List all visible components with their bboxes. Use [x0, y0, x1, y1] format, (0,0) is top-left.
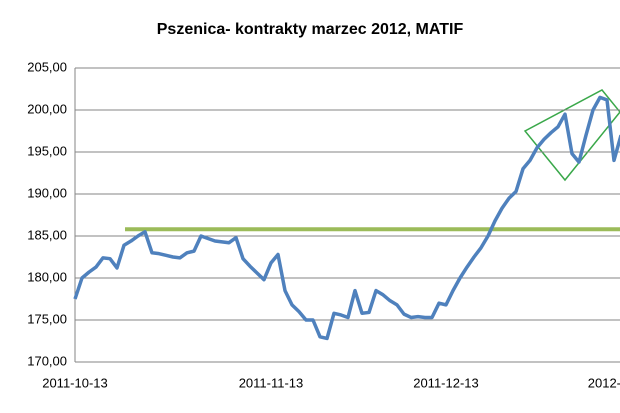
- x-tick-label: 2011-11-13: [239, 375, 304, 390]
- data-line: [73, 95, 620, 341]
- y-tick-label: 205,00: [27, 59, 67, 74]
- y-tick-label: 175,00: [27, 311, 67, 326]
- y-tick-label: 185,00: [27, 227, 67, 242]
- y-tick-label: 190,00: [27, 185, 67, 200]
- x-tick-label: 2011-12-13: [413, 375, 479, 390]
- y-tick-label: 180,00: [27, 269, 67, 284]
- chart-title: Pszenica- kontrakty marzec 2012, MATIF: [157, 21, 464, 38]
- y-tick-label: 170,00: [27, 353, 67, 368]
- y-tick-label: 200,00: [27, 101, 67, 116]
- x-tick-label: 2011-10-13: [42, 375, 108, 390]
- highlight-diamond: [523, 89, 620, 182]
- y-tick-label: 195,00: [27, 143, 67, 158]
- x-tick-label: 2012-01-13: [588, 375, 620, 390]
